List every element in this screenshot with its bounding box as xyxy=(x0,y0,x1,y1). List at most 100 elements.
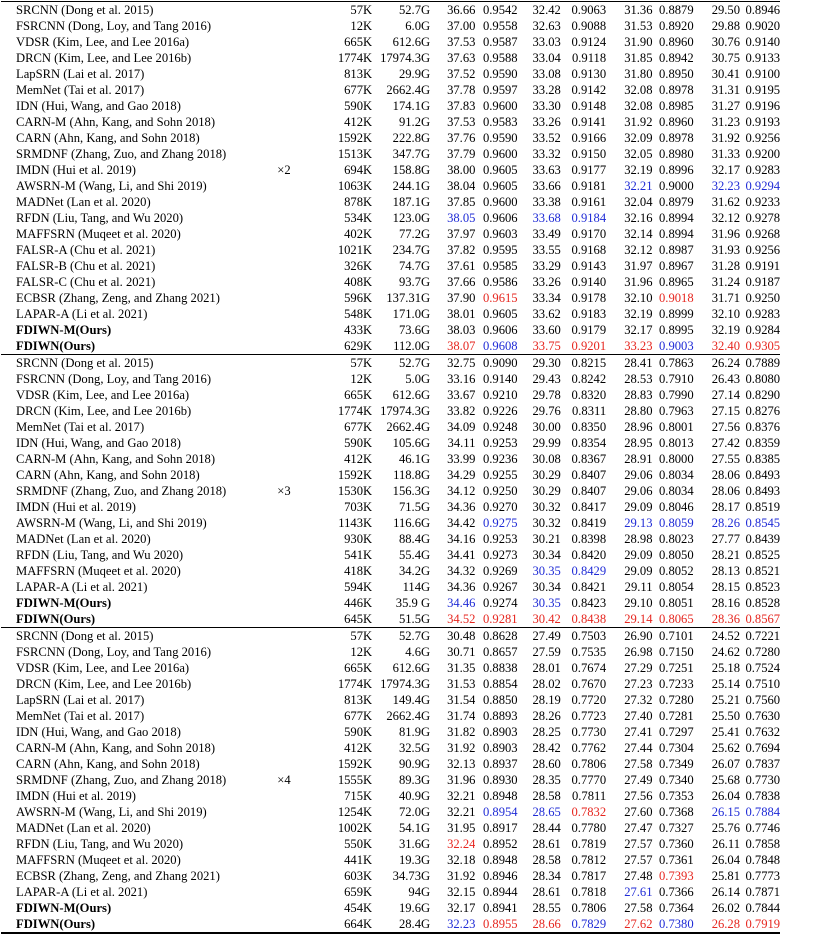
psnr-cell: 30.34 xyxy=(532,580,561,594)
psnr-cell: 38.04 xyxy=(447,179,476,193)
table-row: LapSRN (Lai et al. 2017) 813K 149.4G 31.54 0… xyxy=(1,692,835,708)
multi-adds-cell: 4.6G xyxy=(405,645,431,659)
params-cell: 412K xyxy=(344,741,373,755)
ssim-cell: 0.7817 xyxy=(571,869,607,883)
ssim-cell: 0.9177 xyxy=(571,163,607,177)
table-row: IDN (Hui, Wang, and Gao 2018) 590K 81.9G 31… xyxy=(1,724,835,740)
multi-adds-cell: 74.7G xyxy=(398,259,431,273)
psnr-cell: 32.18 xyxy=(447,853,476,867)
params-cell: 1063K xyxy=(337,179,373,193)
params-cell: 930K xyxy=(344,532,373,546)
params-cell: 326K xyxy=(344,259,373,273)
psnr-cell: 33.28 xyxy=(532,83,561,97)
multi-adds-cell: 93.7G xyxy=(398,275,431,289)
psnr-cell: 33.38 xyxy=(532,195,561,209)
ssim-cell: 0.8065 xyxy=(659,612,694,626)
params-cell: 1555K xyxy=(337,773,373,787)
ssim-cell: 0.7837 xyxy=(745,757,781,771)
psnr-cell: 33.34 xyxy=(532,291,561,305)
psnr-cell: 27.41 xyxy=(624,725,653,739)
scale-cell xyxy=(277,515,319,531)
multi-adds-cell: 158.8G xyxy=(392,163,431,177)
ssim-cell: 0.8946 xyxy=(740,1,781,18)
ssim-cell: 0.8367 xyxy=(571,452,607,466)
psnr-cell: 32.42 xyxy=(517,1,561,18)
psnr-cell: 28.98 xyxy=(624,532,653,546)
scale-cell xyxy=(277,451,319,467)
ssim-cell: 0.9600 xyxy=(482,195,518,209)
scale-cell xyxy=(277,435,319,451)
ssim-cell: 0.9063 xyxy=(560,1,607,18)
multi-adds-cell: 52.7G xyxy=(372,1,431,18)
multi-adds-cell: 91.2G xyxy=(398,115,431,129)
method-cell: AWSRN-M (Wang, Li, and Shi 2019) xyxy=(16,805,207,819)
params-cell: 1530K xyxy=(337,484,373,498)
method-cell: IMDN (Hui et al. 2019) xyxy=(16,500,136,514)
psnr-cell: 33.32 xyxy=(532,147,561,161)
table-row: FDIWN(Ours) 645K 51.5G 34.52 0.9281 30.42 0.84… xyxy=(1,611,835,628)
params-cell: 1002K xyxy=(337,821,373,835)
method-cell: CARN-M (Ahn, Kang, and Sohn 2018) xyxy=(16,741,216,755)
ssim-cell: 0.7829 xyxy=(560,916,607,934)
psnr-cell: 31.97 xyxy=(624,259,653,273)
table-row: SRCNN (Dong et al. 2015) 57K 52.7G 32.75 0.9… xyxy=(1,354,835,371)
psnr-cell: 30.32 xyxy=(532,500,561,514)
psnr-cell: 34.46 xyxy=(447,596,476,610)
scale-cell xyxy=(277,338,319,355)
psnr-cell: 32.04 xyxy=(624,195,653,209)
method-cell: MAFFSRN (Muqeet et al. 2020) xyxy=(16,853,181,867)
ssim-cell: 0.9586 xyxy=(482,275,518,289)
ssim-cell: 0.9603 xyxy=(482,227,518,241)
psnr-cell: 27.58 xyxy=(624,757,653,771)
ssim-cell: 0.7560 xyxy=(745,693,781,707)
scale-cell xyxy=(277,403,319,419)
psnr-cell: 26.02 xyxy=(711,901,741,915)
ssim-cell: 0.9558 xyxy=(482,19,518,33)
scale-cell xyxy=(277,178,319,194)
table-row: DRCN (Kim, Lee, and Lee 2016b) 1774K 17974… xyxy=(1,676,835,692)
multi-adds-cell: 51.5G xyxy=(398,612,431,626)
table-row: MAFFSRN (Muqeet et al. 2020) 418K 34.2G 34.… xyxy=(1,563,835,579)
multi-adds-cell: 149.4G xyxy=(392,693,431,707)
table-row: VDSR (Kim, Lee, and Lee 2016a) 665K 612.6G… xyxy=(1,660,835,676)
ssim-cell: 0.9140 xyxy=(482,372,518,386)
ssim-cell: 0.7806 xyxy=(571,901,607,915)
scale-cell xyxy=(277,387,319,403)
params-cell: 12K xyxy=(350,19,373,33)
method-cell: RFDN (Liu, Tang, and Wu 2020) xyxy=(16,548,184,562)
psnr-cell: 32.19 xyxy=(711,323,741,337)
table-row: RFDN (Liu, Tang, and Wu 2020) 550K 31.6G 32… xyxy=(1,836,835,852)
ssim-cell: 0.9003 xyxy=(659,339,694,353)
ssim-cell: 0.7503 xyxy=(560,627,607,644)
method-cell: DRCN (Kim, Lee, and Lee 2016b) xyxy=(16,677,192,691)
multi-adds-cell: 28.4G xyxy=(372,916,431,934)
psnr-cell: 32.14 xyxy=(624,227,653,241)
params-cell: 57K xyxy=(319,354,373,371)
ssim-cell: 0.7844 xyxy=(745,901,781,915)
method-cell: CARN-M (Ahn, Kang, and Sohn 2018) xyxy=(16,115,216,129)
psnr-cell: 27.62 xyxy=(606,916,653,934)
multi-adds-cell: 94G xyxy=(408,885,431,899)
ssim-cell: 0.9148 xyxy=(571,99,607,113)
ssim-cell: 0.9130 xyxy=(571,67,607,81)
psnr-cell: 27.48 xyxy=(624,869,653,883)
table-row: MADNet (Lan et al. 2020) 930K 88.4G 34.16 0.… xyxy=(1,531,835,547)
method-cell: SRMDNF (Zhang, Zuo, and Zhang 2018) xyxy=(16,773,227,787)
scale-cell xyxy=(277,740,319,756)
multi-adds-cell: 222.8G xyxy=(392,131,431,145)
multi-adds-cell: 29.9G xyxy=(398,67,431,81)
ssim-cell: 0.8439 xyxy=(745,532,781,546)
params-cell: 715K xyxy=(344,789,373,803)
psnr-cell: 31.24 xyxy=(711,275,741,289)
psnr-cell: 33.55 xyxy=(532,243,561,257)
ssim-cell: 0.9020 xyxy=(745,19,781,33)
ssim-cell: 0.7380 xyxy=(652,916,694,934)
table-row: DRCN (Kim, Lee, and Lee 2016b) 1774K 17974… xyxy=(1,50,835,66)
table-row: SRCNN (Dong et al. 2015) 57K 52.7G 36.66 0.9… xyxy=(1,1,835,18)
scale-cell xyxy=(277,788,319,804)
psnr-cell: 27.42 xyxy=(711,436,741,450)
ssim-cell: 0.8980 xyxy=(659,147,694,161)
ssim-cell: 0.8242 xyxy=(571,372,607,386)
multi-adds-cell: 90.9G xyxy=(398,757,431,771)
ssim-cell: 0.9141 xyxy=(571,115,607,129)
